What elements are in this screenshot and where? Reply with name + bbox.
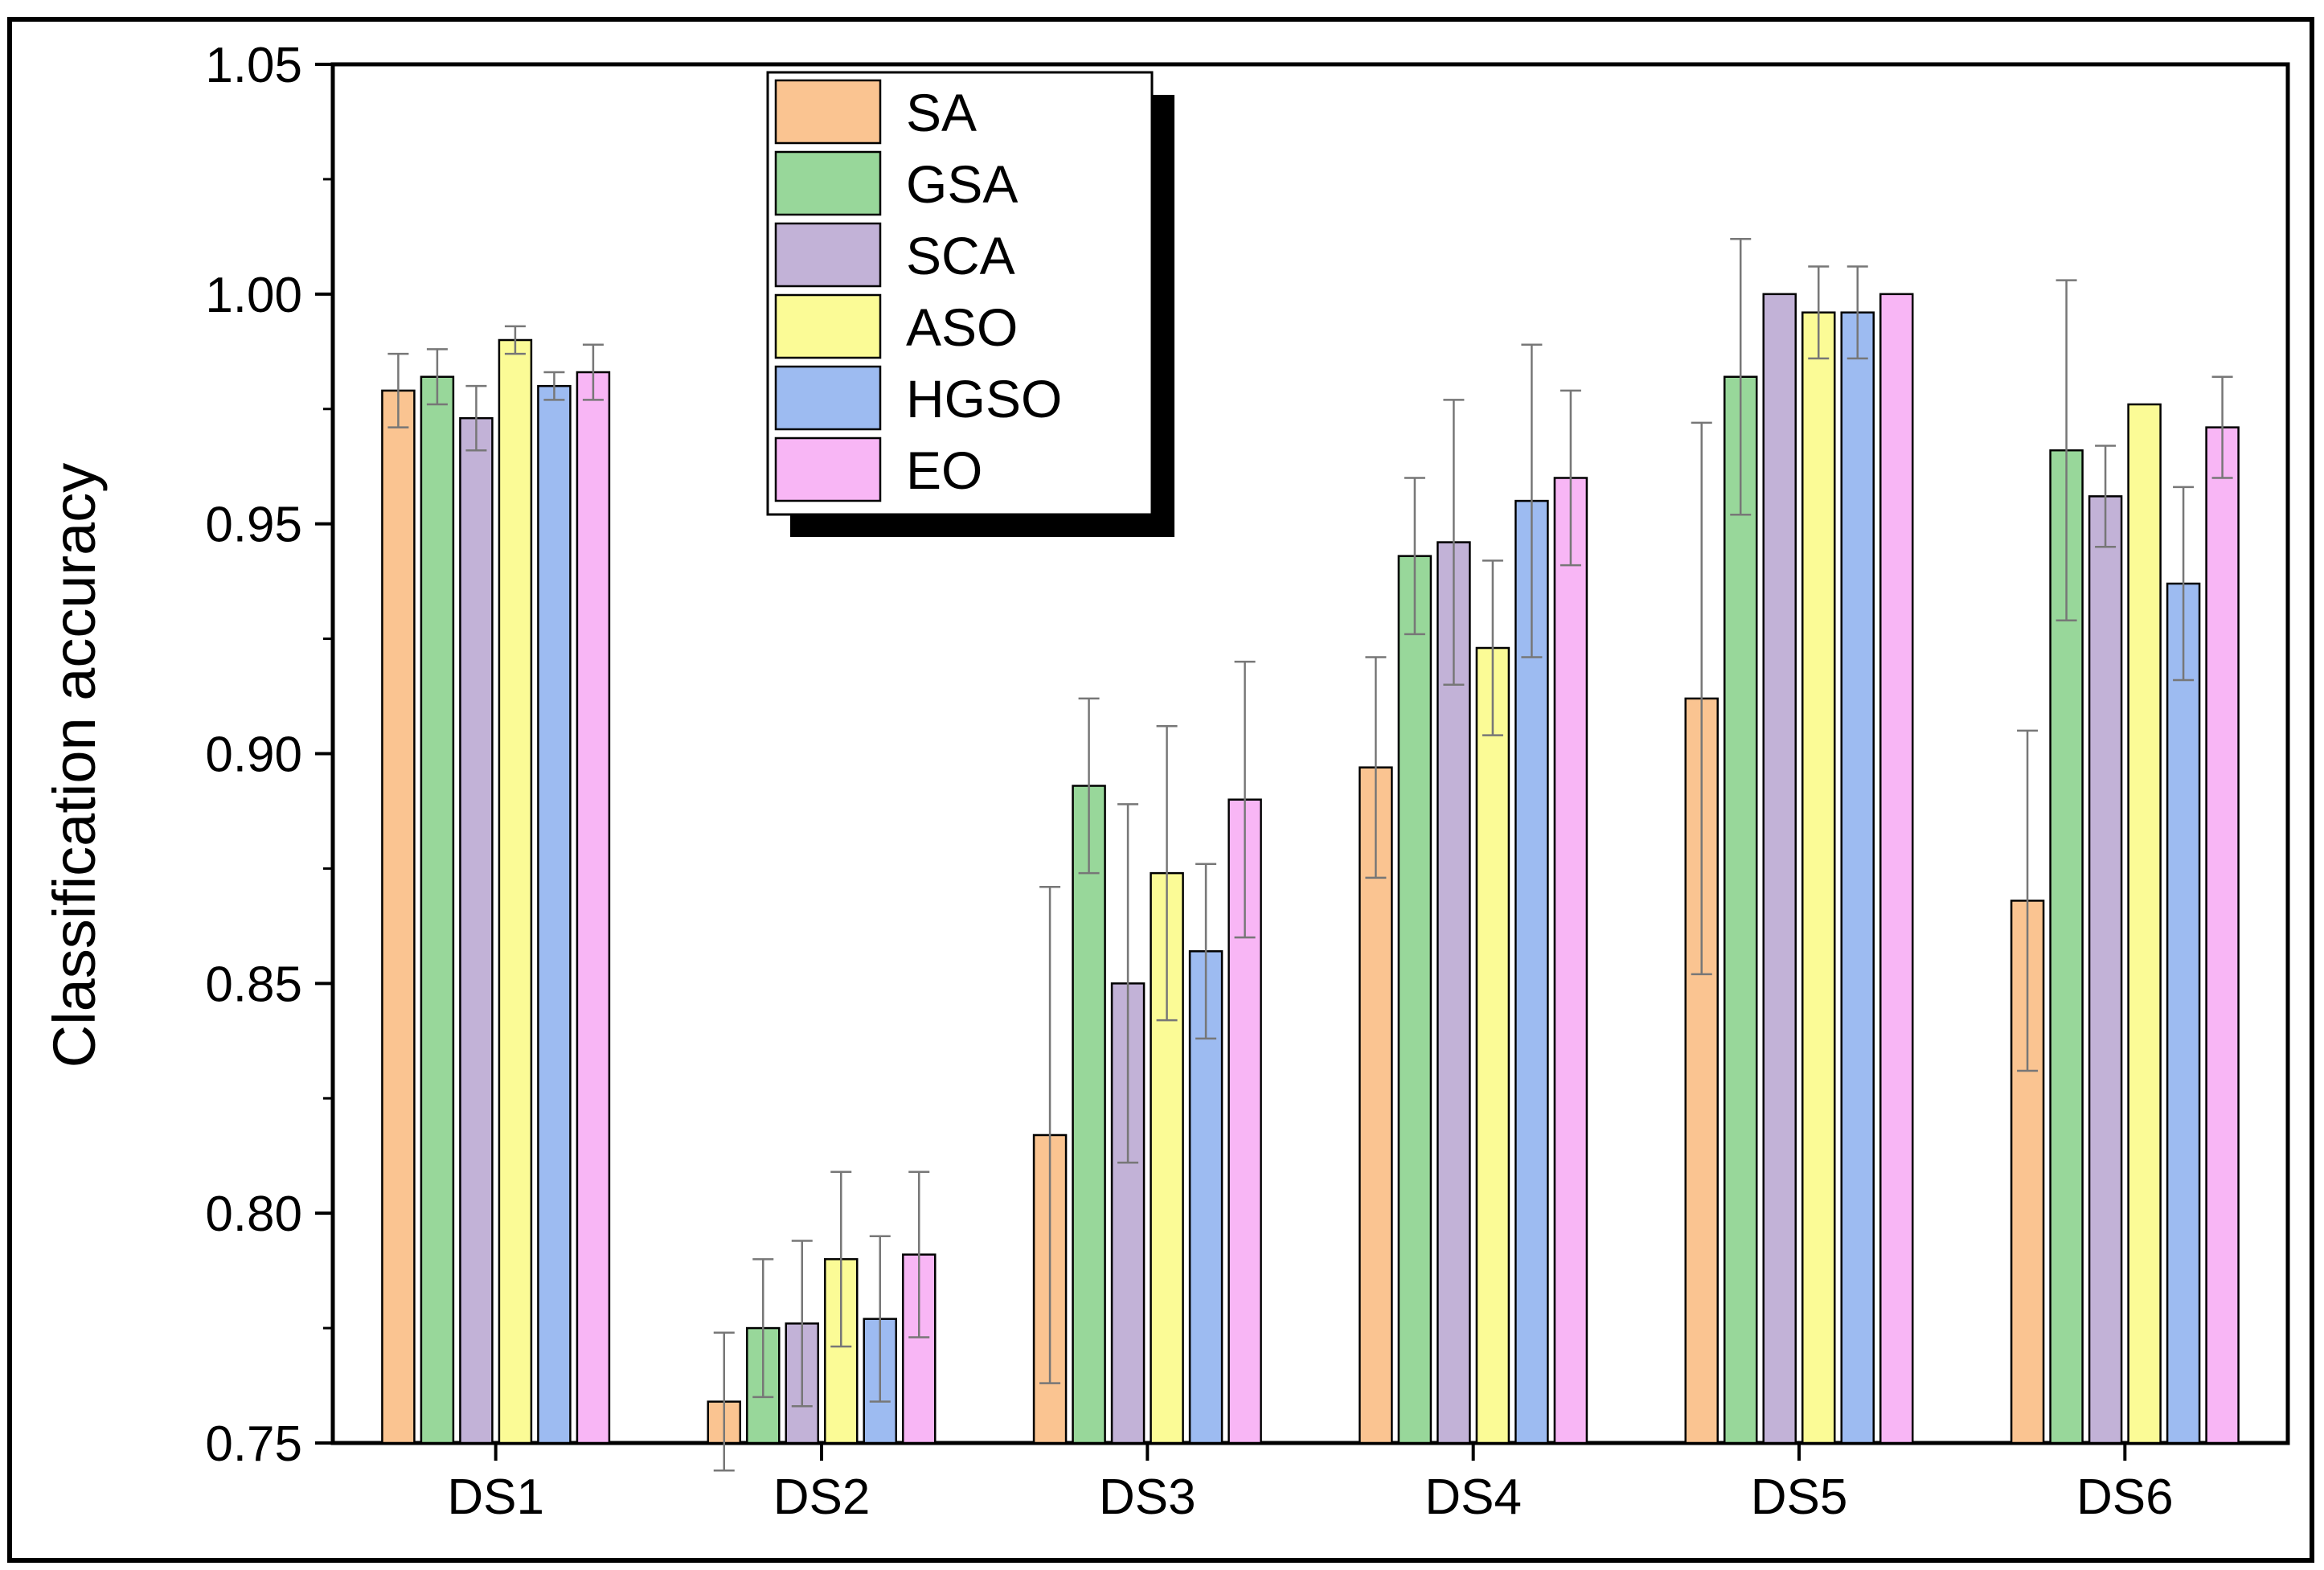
- outer-frame: [7, 17, 2314, 1563]
- y-tick-label: 0.80: [205, 1187, 302, 1242]
- bar-sca-ds6: [2088, 495, 2123, 1445]
- bar-hgso-ds1: [537, 384, 572, 1445]
- x-tick-label: DS2: [773, 1470, 871, 1525]
- plot-area-border: [330, 62, 2290, 1445]
- bar-gsa-ds6: [2049, 449, 2084, 1445]
- bar-sa-ds1: [381, 389, 416, 1445]
- x-tick-label: DS6: [2076, 1470, 2174, 1525]
- legend-label-eo: EO: [906, 441, 982, 500]
- legend-label-gsa: GSA: [906, 154, 1018, 214]
- legend-swatch-hgso: [774, 365, 882, 431]
- legend-swatch-eo: [774, 437, 882, 502]
- y-tick-label: 0.85: [205, 957, 302, 1012]
- bar-sca-ds5: [1762, 293, 1797, 1445]
- x-tick-label: DS3: [1099, 1470, 1196, 1525]
- bar-gsa-ds4: [1397, 555, 1433, 1445]
- y-tick-label: 1.05: [205, 38, 302, 93]
- legend-swatch-sa: [774, 79, 882, 145]
- legend-label-sca: SCA: [906, 226, 1015, 285]
- bar-gsa-ds5: [1724, 375, 1758, 1445]
- bar-eo-ds4: [1553, 477, 1588, 1445]
- bar-gsa-ds1: [420, 375, 455, 1445]
- legend: SA GSA SCA ASO HGSO EO: [766, 71, 1174, 537]
- bar-hgso-ds6: [2166, 582, 2201, 1445]
- y-tick-label: 1.00: [205, 268, 302, 323]
- x-tick-label: DS4: [1424, 1470, 1522, 1525]
- bar-hgso-ds5: [1840, 311, 1875, 1445]
- bar-eo-ds5: [1879, 293, 1914, 1445]
- bar-aso-ds5: [1801, 311, 1836, 1445]
- y-tick-label: 0.90: [205, 728, 302, 783]
- bar-aso-ds4: [1475, 646, 1510, 1445]
- legend-swatch-sca: [774, 222, 882, 288]
- legend-label-sa: SA: [906, 83, 977, 142]
- bar-sca-ds4: [1437, 541, 1471, 1445]
- legend-swatch-gsa: [774, 150, 882, 216]
- legend-label-aso: ASO: [906, 297, 1018, 357]
- y-tick-label: 0.75: [205, 1416, 302, 1472]
- x-tick-label: DS1: [447, 1470, 544, 1525]
- y-axis-title: Classification accuracy: [41, 463, 108, 1068]
- bar-sca-ds1: [459, 416, 494, 1445]
- bar-aso-ds6: [2127, 403, 2162, 1445]
- legend-swatch-aso: [774, 293, 882, 359]
- x-tick-label: DS5: [1751, 1470, 1848, 1525]
- bar-eo-ds6: [2205, 426, 2240, 1445]
- bar-sa-ds4: [1359, 766, 1393, 1445]
- bar-gsa-ds3: [1072, 785, 1106, 1445]
- bar-eo-ds1: [576, 371, 611, 1445]
- bar-aso-ds1: [498, 338, 533, 1445]
- legend-label-hgso: HGSO: [906, 369, 1062, 428]
- y-tick-label: 0.95: [205, 498, 302, 553]
